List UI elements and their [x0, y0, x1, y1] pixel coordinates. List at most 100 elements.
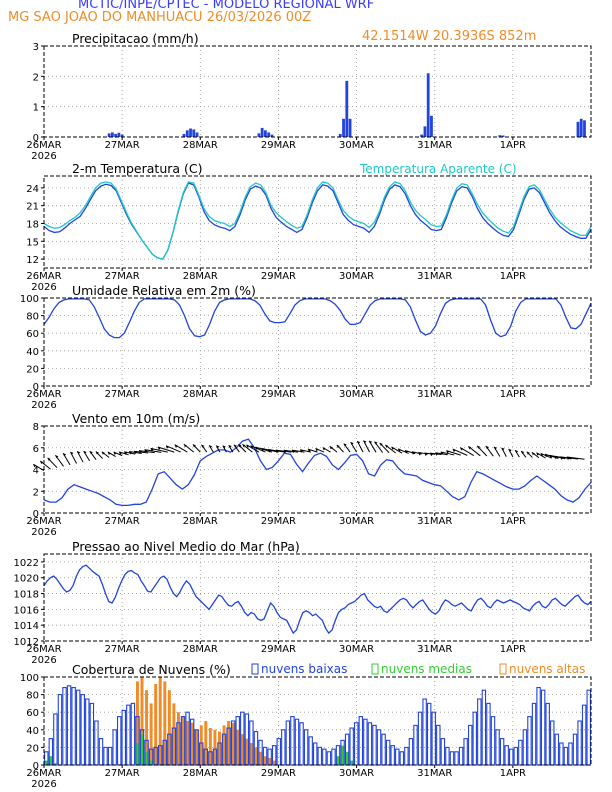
x-tick-label: 30MAR: [339, 271, 374, 282]
cloud-low-bar: [422, 698, 427, 766]
precip-bar: [270, 134, 274, 137]
y-tick-label: 0: [33, 761, 39, 772]
precip-bar: [110, 132, 114, 137]
cloud-high-bar: [208, 728, 212, 765]
panel-title: Precipitacao (mm/h): [72, 31, 199, 46]
cloud-low-bar: [522, 729, 528, 766]
cloud-low-bar: [107, 746, 113, 766]
cloud-high-bar: [181, 716, 185, 765]
cloud-low-bar: [180, 716, 186, 766]
cloud-low-bar: [554, 733, 560, 766]
cloud-low-bar: [94, 720, 99, 766]
station-and-date: MG SAO JOAO DO MANHUACU 26/03/2026 00Z: [8, 10, 312, 25]
wind-arrowhead: [508, 449, 512, 453]
x-tick-label: 31MAR: [417, 389, 452, 400]
x-tick-label: 29MAR: [261, 768, 296, 779]
series-line-1: [43, 564, 592, 635]
cloud-low-bar: [404, 746, 409, 766]
wind-arrowhead: [222, 445, 226, 449]
cloud-high-bar: [154, 684, 158, 765]
cloud-low-bar: [199, 742, 204, 766]
panel-6: 0 20 40 60 80 100 26MAR 27MAR 28MAR 29MAR 30MAR 31M…: [20, 662, 592, 790]
wind-arrowhead: [485, 445, 489, 449]
series-line-2: [43, 181, 592, 260]
y-tick-label: 80: [26, 312, 39, 323]
y-tick-label: 1012: [14, 637, 39, 648]
y-tick-label: 40: [26, 726, 39, 737]
cloud-low-bar: [513, 746, 519, 766]
cloud-low-bar: [98, 738, 104, 766]
wind-arrowhead: [144, 449, 148, 453]
cloud-low-bar: [545, 702, 550, 766]
wind-arrowhead: [430, 453, 434, 457]
wind-arrowhead: [209, 445, 213, 449]
x-tick-label: 26MAR: [26, 516, 61, 527]
wind-arrowhead: [446, 450, 450, 454]
cloud-high-bar: [240, 734, 244, 765]
cloud-low-bar: [281, 729, 286, 766]
cloud-high-bar: [149, 703, 153, 765]
x-tick-label: 26MAR: [26, 389, 61, 400]
x-tick-label: 31MAR: [417, 271, 452, 282]
wind-arrowhead: [501, 447, 505, 451]
cloud-low-bar: [363, 718, 368, 766]
x-tick-label: 31MAR: [417, 768, 452, 779]
panel-2: 12 15 18 21 24 26MAR 27MAR 28MAR 29MAR 30MAR 31MAR…: [26, 161, 592, 293]
precip-bar: [583, 120, 586, 137]
wind-arrowhead: [411, 451, 415, 455]
cloud-low-bar: [417, 711, 423, 766]
cloud-high-bar: [190, 722, 194, 765]
cloud-high-bar: [145, 690, 149, 765]
precip-bar: [267, 132, 271, 137]
cloud-low-bar: [540, 689, 546, 766]
cloud-low-bar: [568, 742, 573, 766]
wind-arrowhead: [300, 449, 304, 453]
x-tick-label: 28MAR: [183, 516, 218, 527]
x-tick-label: 26MAR: [26, 140, 61, 151]
wind-arrowhead: [369, 440, 373, 444]
cloud-low-bar: [126, 704, 131, 766]
plot-frame: [43, 45, 592, 138]
cloud-high-bar: [140, 677, 144, 765]
cloud-low-bar: [66, 685, 72, 766]
wind-arrow: [157, 446, 175, 453]
cloud-low-bar: [431, 711, 436, 766]
panel-title: Umidade Relativa em 2m (%): [72, 283, 256, 298]
cloud-low-bar: [71, 687, 76, 766]
cloud-mid-bar: [350, 760, 354, 765]
cloud-low-bar: [477, 698, 482, 766]
cloud-low-bar: [217, 742, 222, 766]
cloud-low-bar: [253, 731, 259, 766]
precip-bar: [430, 115, 433, 137]
wind-arrowhead: [477, 445, 481, 449]
precip-bar: [189, 128, 192, 137]
precip-bar: [576, 121, 580, 137]
wind-arrow: [430, 452, 442, 455]
wind-arrowhead: [183, 444, 187, 448]
x-tick-label: 31MAR: [417, 140, 452, 151]
cloud-low-bar: [53, 713, 58, 766]
cloud-low-bar: [490, 716, 496, 766]
precip-bar: [423, 126, 427, 137]
wind-arrow: [446, 450, 461, 456]
wind-arrowhead: [89, 451, 93, 455]
wind-arrowhead: [113, 451, 117, 455]
precip-bar: [120, 134, 124, 137]
series-line-1: [43, 438, 592, 507]
x-tick-label: 30MAR: [339, 768, 374, 779]
wind-arrowhead: [468, 446, 472, 450]
wind-arrowhead: [268, 449, 272, 453]
cloud-low-bar: [499, 738, 505, 766]
y-tick-label: 3: [33, 42, 39, 53]
x-tick-label: 27MAR: [105, 768, 140, 779]
x-tick-label: 1APR: [500, 389, 526, 400]
year-label: 2026: [31, 151, 56, 162]
cloud-mid-bar: [44, 760, 48, 765]
cloud-low-bar: [385, 739, 391, 766]
cloud-high-bar: [268, 757, 272, 765]
y-tick-label: 1: [33, 103, 39, 114]
wind-arrowhead: [129, 451, 133, 455]
y-tick-label: 40: [26, 347, 39, 358]
cloud-low-bar: [308, 736, 313, 766]
cloud-low-bar: [240, 711, 245, 766]
